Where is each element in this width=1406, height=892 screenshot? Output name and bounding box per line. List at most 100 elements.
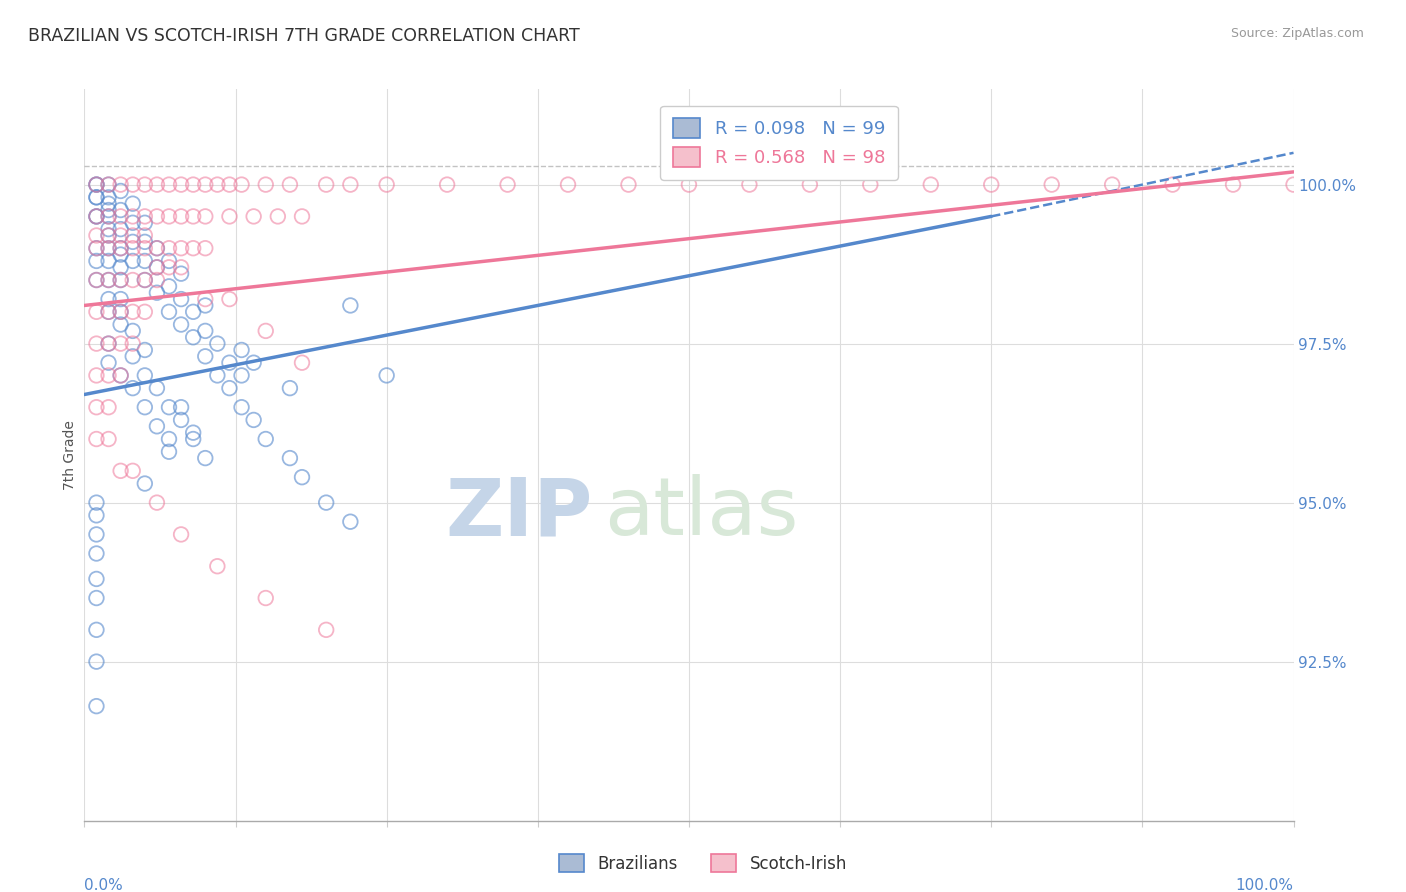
Point xyxy=(134,401,156,415)
Point xyxy=(86,655,108,669)
Point xyxy=(1282,178,1305,192)
Point xyxy=(218,381,240,395)
Point xyxy=(86,178,108,192)
Point xyxy=(97,178,120,192)
Point xyxy=(157,279,180,293)
Point xyxy=(231,401,253,415)
Point xyxy=(146,210,169,224)
Point xyxy=(110,222,132,236)
Point xyxy=(157,241,180,255)
Point xyxy=(181,305,204,319)
Point xyxy=(110,202,132,217)
Point xyxy=(315,178,337,192)
Point xyxy=(557,178,579,192)
Point xyxy=(181,178,204,192)
Point xyxy=(678,178,700,192)
Legend: Brazilians, Scotch-Irish: Brazilians, Scotch-Irish xyxy=(553,847,853,880)
Point xyxy=(218,292,240,306)
Point xyxy=(157,444,180,458)
Point xyxy=(181,432,204,446)
Point xyxy=(97,210,120,224)
Point xyxy=(86,210,108,224)
Point xyxy=(121,254,143,268)
Point xyxy=(291,356,314,370)
Point xyxy=(146,260,169,275)
Point xyxy=(97,273,120,287)
Point xyxy=(254,324,277,338)
Text: 0.0%: 0.0% xyxy=(84,878,124,892)
Point xyxy=(134,476,156,491)
Point xyxy=(1040,178,1063,192)
Point xyxy=(146,285,169,300)
Point xyxy=(97,241,120,255)
Point xyxy=(86,527,108,541)
Point xyxy=(980,178,1002,192)
Point xyxy=(134,241,156,255)
Point xyxy=(157,178,180,192)
Point xyxy=(86,336,108,351)
Point xyxy=(146,260,169,275)
Point xyxy=(121,196,143,211)
Point xyxy=(110,273,132,287)
Point xyxy=(97,305,120,319)
Point xyxy=(86,432,108,446)
Point xyxy=(110,318,132,332)
Point xyxy=(617,178,640,192)
Point xyxy=(86,178,108,192)
Point xyxy=(110,241,132,255)
Text: BRAZILIAN VS SCOTCH-IRISH 7TH GRADE CORRELATION CHART: BRAZILIAN VS SCOTCH-IRISH 7TH GRADE CORR… xyxy=(28,27,579,45)
Point xyxy=(86,210,108,224)
Point xyxy=(110,260,132,275)
Point xyxy=(86,210,108,224)
Point xyxy=(799,178,821,192)
Point xyxy=(97,336,120,351)
Point xyxy=(134,228,156,243)
Point xyxy=(97,190,120,204)
Point xyxy=(170,401,193,415)
Point xyxy=(920,178,942,192)
Point xyxy=(375,178,398,192)
Point xyxy=(146,381,169,395)
Point xyxy=(194,210,217,224)
Point xyxy=(218,356,240,370)
Point xyxy=(146,178,169,192)
Point xyxy=(231,343,253,357)
Point xyxy=(181,425,204,440)
Point xyxy=(146,495,169,509)
Point xyxy=(110,178,132,192)
Point xyxy=(110,247,132,261)
Point xyxy=(1161,178,1184,192)
Point xyxy=(97,202,120,217)
Point xyxy=(267,210,290,224)
Point xyxy=(738,178,761,192)
Text: ZIP: ZIP xyxy=(444,475,592,552)
Point xyxy=(194,241,217,255)
Point xyxy=(436,178,458,192)
Point xyxy=(339,298,361,312)
Point xyxy=(134,305,156,319)
Point xyxy=(315,623,337,637)
Point xyxy=(194,349,217,363)
Text: 100.0%: 100.0% xyxy=(1236,878,1294,892)
Point xyxy=(170,527,193,541)
Point xyxy=(97,292,120,306)
Point xyxy=(121,235,143,249)
Point xyxy=(110,464,132,478)
Point xyxy=(97,305,120,319)
Point xyxy=(194,324,217,338)
Point xyxy=(97,228,120,243)
Point xyxy=(134,273,156,287)
Point xyxy=(254,178,277,192)
Point xyxy=(134,273,156,287)
Point xyxy=(86,273,108,287)
Point xyxy=(86,495,108,509)
Point xyxy=(121,464,143,478)
Point xyxy=(121,178,143,192)
Point xyxy=(86,228,108,243)
Point xyxy=(97,356,120,370)
Point xyxy=(157,401,180,415)
Point xyxy=(110,228,132,243)
Text: Source: ZipAtlas.com: Source: ZipAtlas.com xyxy=(1230,27,1364,40)
Point xyxy=(170,241,193,255)
Point xyxy=(110,305,132,319)
